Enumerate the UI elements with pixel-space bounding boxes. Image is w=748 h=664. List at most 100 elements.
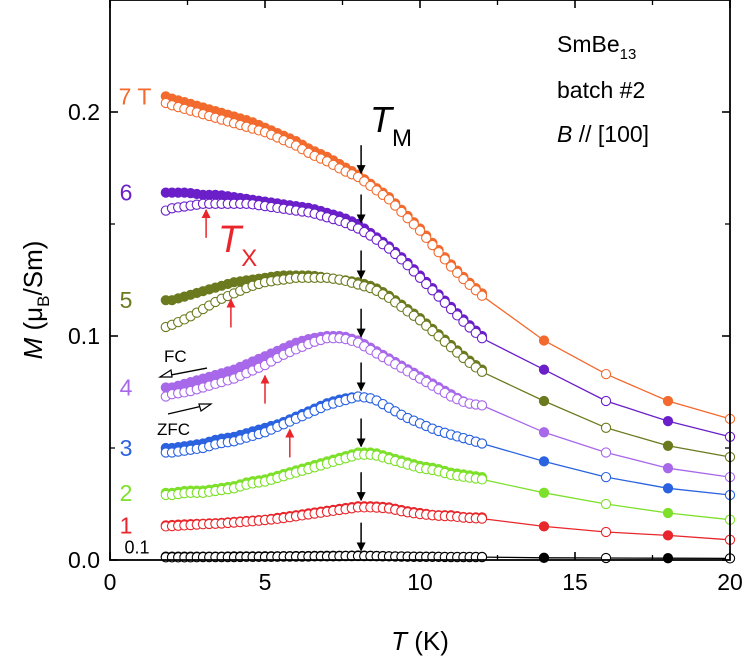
zfc-point	[439, 297, 450, 308]
y-axis-label-unit-open: (μ	[18, 307, 48, 338]
high-t-point	[538, 521, 550, 532]
y-axis-label: M (μB/Sm)	[18, 241, 53, 360]
y-tick-label: 0.2	[68, 99, 100, 125]
zfc-point	[476, 474, 488, 485]
series-5: 5	[120, 270, 736, 463]
fc-arrowhead	[157, 368, 173, 378]
x-axis-label: T (K)	[391, 626, 449, 656]
zfc-point	[396, 254, 407, 265]
high-t-point	[662, 507, 674, 519]
title-compound: SmBe13	[557, 31, 636, 63]
x-tick-label: 10	[407, 569, 433, 595]
series-6: 6	[120, 180, 736, 442]
y-axis-label-unit-close: /Sm)	[18, 241, 48, 296]
zfc-point	[390, 200, 401, 211]
tx-label-var: T	[218, 219, 244, 261]
high-t-point	[662, 483, 674, 494]
high-t-point	[600, 471, 612, 483]
zfc-point	[476, 400, 488, 411]
title-field-dir: // [100]	[572, 121, 649, 147]
x-axis-label-var: T	[391, 626, 409, 656]
series-label: 5	[120, 287, 133, 313]
high-t-point	[662, 395, 674, 407]
zfc-point	[476, 366, 488, 377]
tx-label-sub: X	[241, 245, 257, 272]
zfc-point	[476, 438, 488, 449]
high-t-point	[662, 415, 674, 427]
zfc-point	[458, 273, 469, 285]
zfc-arrowhead	[198, 403, 213, 412]
x-tick-label: 5	[259, 569, 272, 595]
title-compound-sub: 13	[620, 46, 637, 63]
zfc-point	[476, 513, 488, 524]
high-t-point	[600, 368, 612, 380]
zfc-point	[452, 267, 463, 278]
series-label: 7 T	[119, 83, 152, 109]
x-axis-label-unit: (K)	[407, 626, 449, 656]
high-t-point	[600, 498, 612, 510]
high-t-point	[538, 487, 550, 498]
series-label: 4	[120, 375, 133, 401]
plot-frame	[109, 0, 731, 561]
high-t-point	[600, 395, 612, 407]
zfc-point	[458, 316, 469, 327]
y-axis-label-var: M	[18, 337, 48, 359]
y-tick-label: 0.1	[68, 323, 100, 349]
high-t-point	[600, 447, 612, 458]
zfc-point	[445, 303, 457, 315]
high-t-point	[662, 553, 674, 564]
zfc-point	[396, 206, 407, 218]
series-7-T: 7 T	[119, 83, 736, 425]
tx-label: TX	[218, 219, 257, 272]
series-label: 6	[120, 180, 133, 206]
y-axis-label-unit-sub: B	[34, 296, 53, 307]
x-tick-label: 20	[717, 569, 743, 595]
high-t-point	[538, 395, 550, 407]
zfc-point	[414, 225, 426, 236]
title-batch: batch #2	[557, 77, 645, 103]
series-3: 3	[120, 391, 736, 501]
tm-label-var: T	[370, 99, 395, 140]
zfc-point	[439, 254, 450, 265]
zfc-point	[433, 247, 444, 258]
x-tick-label: 0	[104, 569, 117, 595]
zfc-point	[402, 260, 413, 271]
series-line	[481, 404, 731, 478]
series-label: 3	[120, 435, 133, 461]
high-t-point	[662, 530, 674, 541]
series-4: 4	[120, 330, 736, 483]
series-label: 2	[120, 480, 133, 506]
series-label: 1	[120, 512, 133, 538]
series-line	[481, 371, 731, 458]
zfc-point	[408, 219, 419, 230]
zfc-point	[421, 232, 432, 244]
zfc-point	[408, 266, 419, 277]
zfc-point	[445, 261, 457, 272]
y-tick-label: 0.0	[68, 547, 100, 573]
zfc-point	[452, 310, 463, 321]
title-compound-main: SmBe	[557, 31, 620, 57]
high-t-point	[662, 463, 674, 474]
zfc-point	[427, 285, 438, 296]
series-2: 2	[120, 447, 736, 525]
data-layer: 7 T 6 5 4 3 2 10.1	[119, 83, 736, 564]
high-t-point	[538, 335, 550, 346]
high-t-point	[600, 422, 612, 433]
zfc-point	[414, 272, 426, 283]
title-field-var: B	[557, 121, 572, 147]
zfc-label: ZFC	[157, 420, 190, 439]
zfc-point	[476, 290, 488, 301]
zfc-point	[383, 194, 395, 205]
zfc-point	[421, 278, 432, 290]
series-1: 1	[120, 501, 736, 545]
series-label: 0.1	[124, 538, 149, 558]
high-t-point	[600, 552, 612, 564]
high-t-point	[538, 427, 550, 438]
high-t-point	[600, 526, 612, 538]
zfc-point	[433, 291, 444, 302]
high-t-point	[538, 552, 550, 563]
high-t-point	[662, 440, 674, 451]
tm-label-sub: M	[392, 125, 412, 152]
zfc-point	[402, 213, 413, 224]
